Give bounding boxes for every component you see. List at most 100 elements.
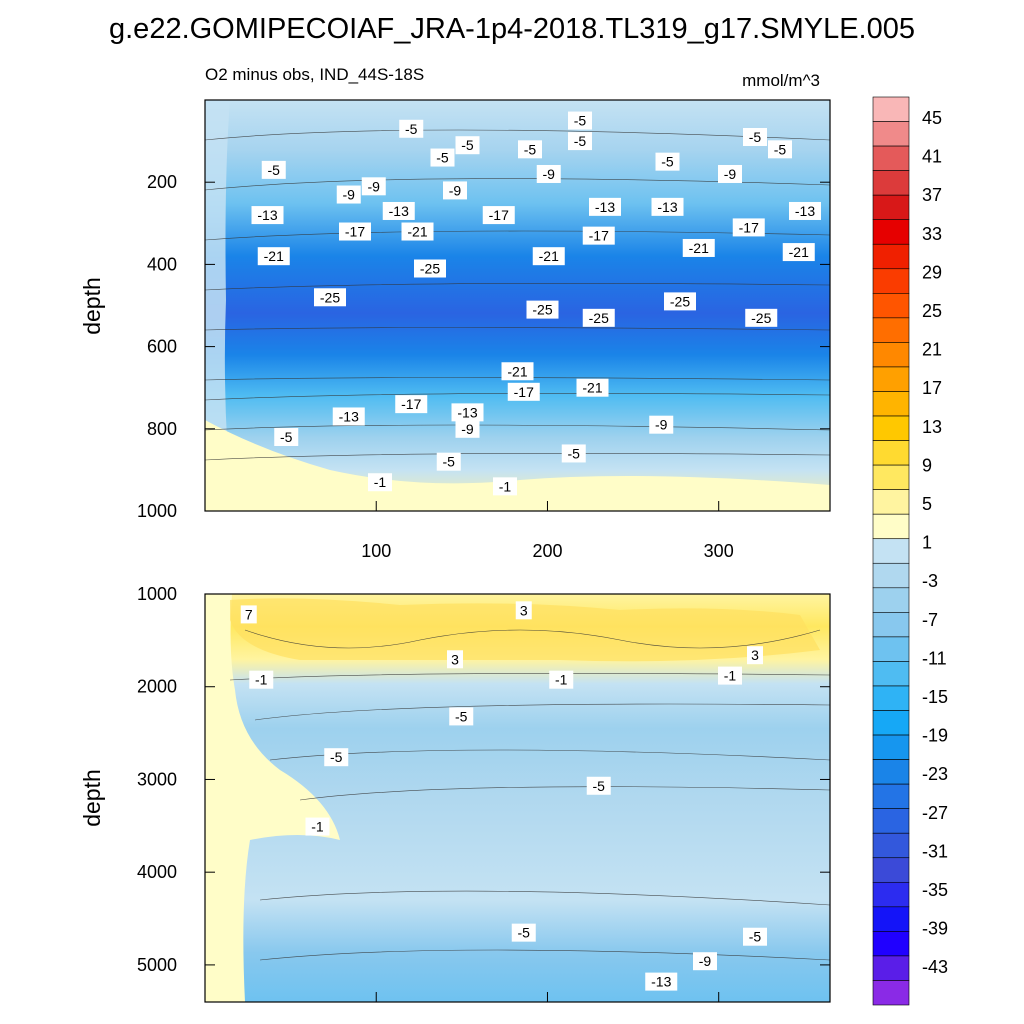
contour-label: -13 — [645, 972, 678, 991]
contour-label: 3 — [515, 601, 532, 620]
contour-label: -5 — [399, 119, 424, 138]
colorbar-box — [872, 955, 910, 981]
contour-label: -13 — [382, 201, 415, 220]
colorbar: 45 41 37 33 29 25 21 17 13 9 5 1 -3 -7 -11 -15 -19 -23 -27… — [872, 96, 948, 1006]
contour-label: -25 — [745, 308, 778, 327]
contour-label-box — [368, 473, 392, 492]
contour-label-text: -9 — [449, 182, 462, 198]
contour-label-box — [339, 222, 371, 241]
colorbar-label: -11 — [922, 648, 947, 668]
xtick-label: 200 — [532, 541, 562, 561]
contour-label-text: -5 — [518, 925, 531, 941]
contour-label-text: -21 — [264, 248, 284, 264]
colorbar-label: -19 — [922, 726, 948, 746]
contour-label-box — [655, 152, 680, 171]
contour-label-text: -17 — [345, 224, 365, 240]
contour-label-box — [515, 601, 532, 620]
contour-label: -9 — [649, 415, 674, 434]
contour-label-text: 7 — [245, 606, 253, 622]
contour-label-box — [449, 707, 474, 726]
colorbar-label: -15 — [922, 687, 948, 707]
lower-coastal-positive — [205, 594, 340, 1002]
contour-label: -17 — [732, 218, 765, 237]
contour-label: -9 — [718, 164, 742, 183]
contour-label-box — [732, 218, 765, 237]
colorbar-box — [872, 636, 910, 662]
contour-label: -25 — [414, 259, 446, 278]
upper-contour-labels: -5-5-5-5-5-5-5-5-5-5-9-9 -9-9 -9-13 -13 -13-… — [251, 111, 821, 496]
contour-label-box — [651, 197, 684, 216]
contour-label: -5 — [743, 927, 767, 946]
contour-label-text: 3 — [451, 651, 459, 667]
contour-label-text: -5 — [593, 778, 606, 794]
upper-positive-region — [205, 420, 830, 511]
colorbar-box — [872, 808, 910, 834]
contour-label: -9 — [336, 185, 361, 204]
contour-label-text: -5 — [330, 749, 343, 765]
contour-label-text: -5 — [574, 113, 587, 129]
contour-label-box — [586, 776, 611, 795]
contour-label: -13 — [789, 201, 821, 220]
contour-label: -1 — [549, 670, 574, 689]
contour-label-text: -21 — [539, 248, 559, 264]
colorbar-box — [872, 538, 910, 564]
contour-label-text: -13 — [651, 974, 671, 990]
contour-label-box — [782, 243, 815, 262]
contour-label-box — [305, 817, 330, 836]
contour-label-box — [664, 292, 696, 311]
contour-label-box — [240, 605, 257, 624]
colorbar-label: 37 — [922, 185, 942, 205]
contour-label-text: -9 — [724, 166, 737, 182]
contour-label-box — [536, 164, 561, 183]
contour-label: -21 — [401, 222, 434, 241]
contour-label-text: -9 — [655, 417, 668, 433]
contour-label: -5 — [768, 140, 792, 159]
contour-label-text: -5 — [443, 454, 456, 470]
ytick-label: 400 — [147, 254, 177, 274]
contour-label: -1 — [718, 666, 742, 685]
contour-label-text: -13 — [795, 203, 815, 219]
contour-label-box — [532, 247, 565, 266]
colorbar-box — [872, 759, 910, 785]
contour-label: -5 — [655, 152, 680, 171]
contour-label-box — [507, 382, 540, 401]
colorbar-box — [872, 268, 910, 294]
contour-label-text: -13 — [339, 408, 359, 424]
contour-label: -5 — [586, 776, 611, 795]
upper-xticks: 100 200 300 — [361, 501, 734, 561]
upper-ylabel: depth — [79, 277, 105, 335]
colorbar-box — [872, 415, 910, 441]
ytick-label: 200 — [147, 172, 177, 192]
colorbar-box — [872, 931, 910, 957]
colorbar-box — [872, 906, 910, 932]
contour-label: -17 — [395, 395, 428, 414]
contour-label-text: -25 — [532, 302, 552, 318]
lower-contours — [229, 673, 830, 961]
contour-label-box — [549, 670, 574, 689]
contour-label: -25 — [582, 308, 615, 327]
lower-contour-labels: 7 3 3 3 -1 -1 -1 -5 -5 -5 -1 -5 -5 -9 -13 — [240, 601, 767, 991]
colorbar-box — [872, 440, 910, 466]
contour-label-text: -5 — [436, 150, 449, 166]
contour-label: 3 — [447, 650, 463, 669]
colorbar-box — [872, 881, 910, 908]
contour-label-box — [526, 300, 559, 319]
contour-label-box — [414, 259, 446, 278]
contour-label-box — [436, 452, 461, 471]
contour-label-text: -5 — [524, 141, 537, 157]
contour-label-text: 3 — [520, 602, 528, 618]
contour-label: -5 — [743, 127, 767, 146]
lower-contour-top — [244, 629, 821, 649]
contour-label: -1 — [493, 477, 517, 496]
lower-frame — [204, 593, 831, 1003]
contour-label: -9 — [361, 177, 386, 196]
contour-label: -17 — [507, 382, 540, 401]
contour-label: -9 — [536, 164, 561, 183]
contour-label-text: -17 — [739, 219, 759, 235]
xtick-label: 100 — [361, 541, 391, 561]
contour-label-box — [395, 395, 428, 414]
contour-label: -1 — [305, 817, 330, 836]
contour-label-text: -13 — [657, 199, 677, 215]
lower-ylabel: depth — [79, 769, 105, 827]
